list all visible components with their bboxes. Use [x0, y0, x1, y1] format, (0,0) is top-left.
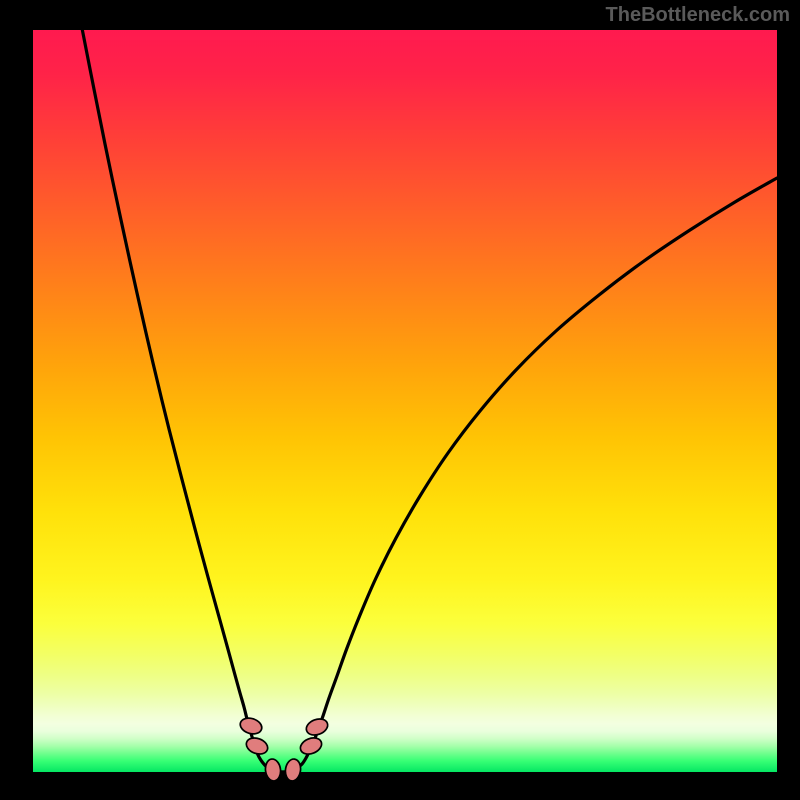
curve-marker: [298, 735, 324, 757]
curve-marker: [284, 758, 302, 782]
curve-marker: [244, 735, 270, 757]
curve-marker: [238, 716, 263, 737]
curve-right-branch: [283, 178, 777, 772]
curve-marker: [264, 758, 282, 782]
plot-area: [33, 30, 777, 772]
curve-marker: [304, 716, 330, 738]
bottleneck-curve: [33, 30, 777, 772]
watermark-text: TheBottleneck.com: [606, 4, 790, 27]
curve-left-branch: [80, 18, 283, 772]
